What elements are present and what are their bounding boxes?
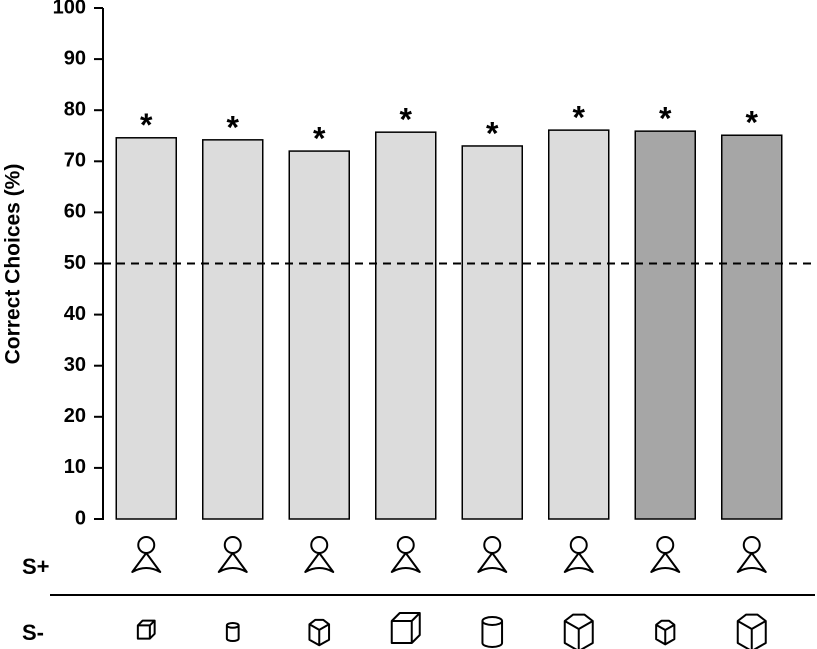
stimulus-icon [137,536,156,554]
y-tick-label: 70 [64,150,86,172]
significance-marker: * [400,102,413,138]
significance-marker: * [313,121,326,157]
stimulus-icon [217,552,248,573]
stimulus-icon [223,536,242,554]
bar [288,150,350,520]
significance-marker: * [746,105,759,141]
stimulus-icon [477,552,508,573]
stimulus-icon [310,536,329,554]
stimulus-icon [569,536,588,554]
stimulus-icon [655,619,676,646]
bar [721,134,783,520]
y-tick-label: 80 [64,98,86,120]
stimulus-icon [136,619,156,640]
significance-marker: * [227,109,240,145]
y-tick-label: 50 [64,252,86,274]
stimulus-icon [131,552,162,573]
y-tick-label: 100 [53,0,86,18]
stimulus-icon [563,613,594,649]
y-tick-label: 40 [64,303,86,325]
bar [375,131,437,520]
stimulus-icon [396,536,415,554]
stimulus-icon [563,552,594,573]
row-label: S- [22,620,44,645]
stimulus-icon [736,613,767,649]
stimulus-icon [225,622,240,642]
stimulus-icon [656,536,675,554]
y-axis-label: Correct Choices (%) [2,164,25,365]
y-tick-label: 0 [75,507,86,529]
bar [548,129,610,520]
stimulus-icon [742,536,761,554]
y-tick-label: 10 [64,456,86,478]
significance-marker: * [659,101,672,137]
significance-marker: * [573,100,586,136]
bar [634,130,696,520]
stimulus-icon [390,612,421,644]
stimulus-icon [308,618,331,647]
stimulus-icon [483,536,502,554]
stimulus-icon [304,552,335,573]
y-tick-label: 30 [64,354,86,376]
stimulus-icon [650,552,681,573]
bar [461,145,523,520]
y-tick-label: 90 [64,47,86,69]
stimulus-icon [481,616,504,648]
bar [115,137,177,520]
significance-marker: * [486,115,499,151]
stimulus-icon [390,552,421,573]
significance-marker: * [140,107,153,143]
y-tick-label: 60 [64,201,86,223]
y-tick-label: 20 [64,405,86,427]
row-label: S+ [22,554,50,579]
bar [202,139,264,520]
stimulus-icon [736,552,767,573]
